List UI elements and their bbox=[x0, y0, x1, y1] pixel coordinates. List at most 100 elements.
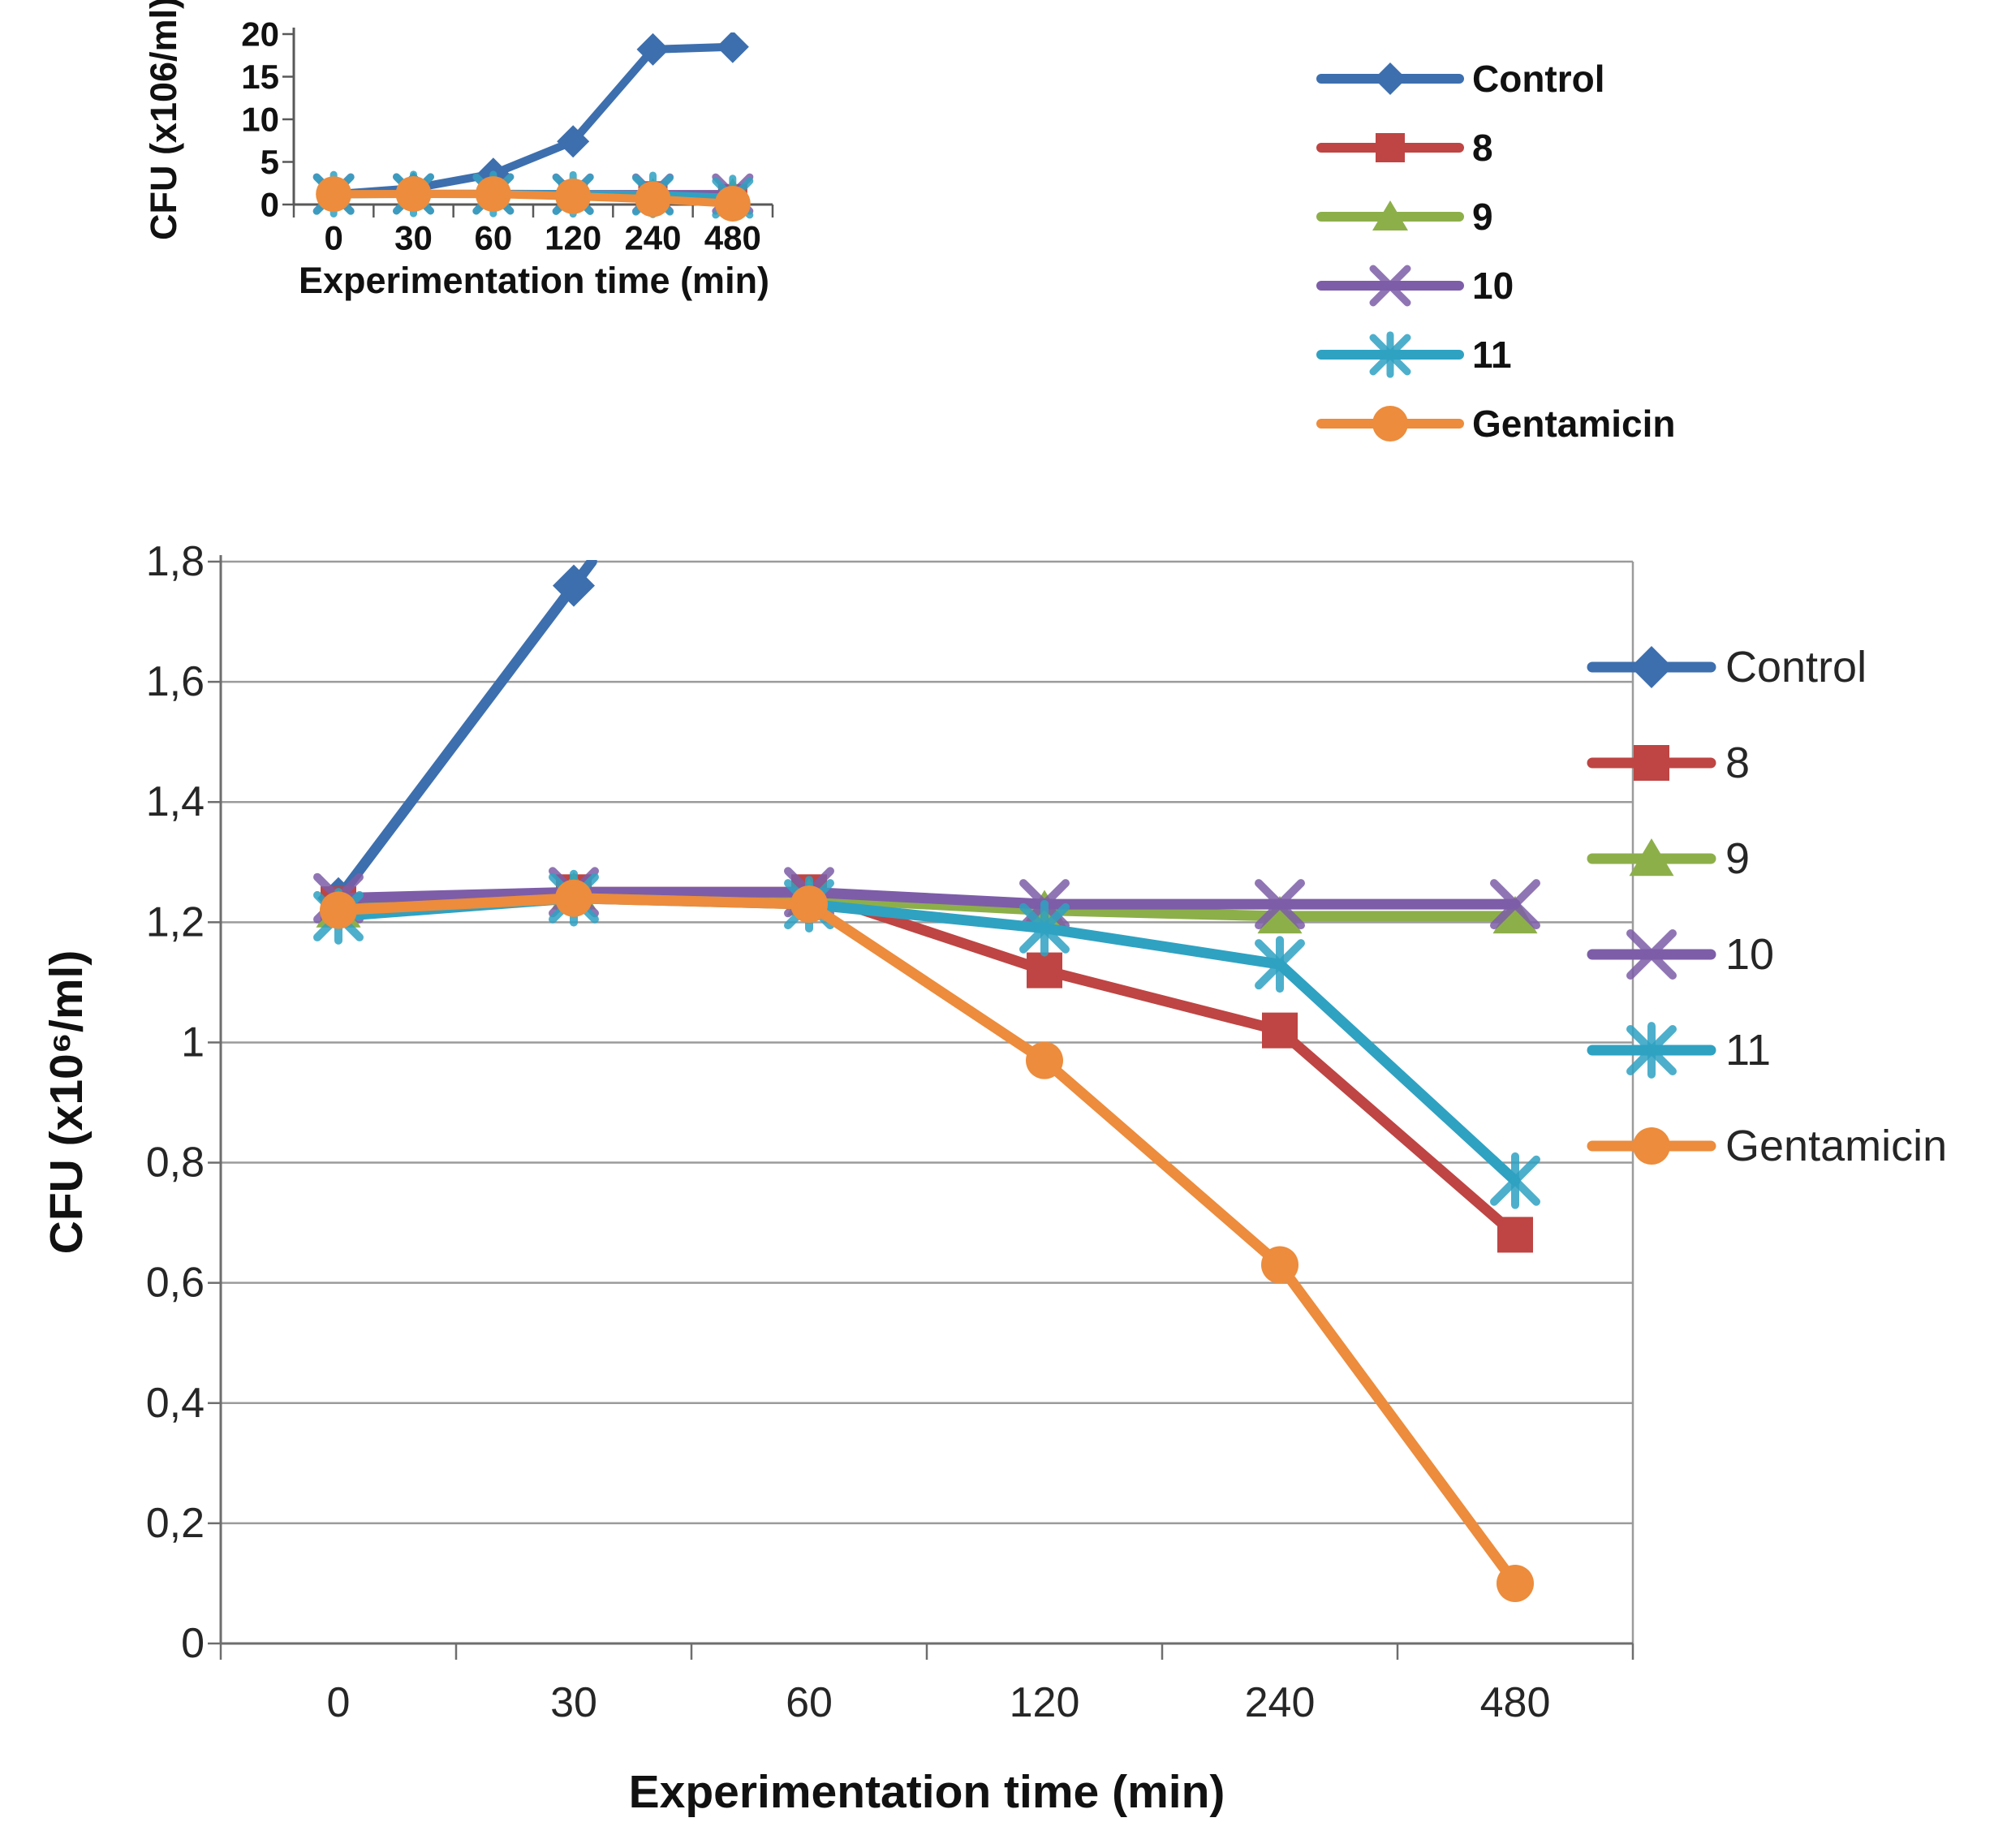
y-tick-label: 0 bbox=[181, 1620, 205, 1667]
legend-label: Gentamicin bbox=[1725, 1122, 1947, 1170]
legend-label: 11 bbox=[1472, 334, 1512, 376]
legend-label: 9 bbox=[1725, 834, 1750, 883]
x-tick-label: 240 bbox=[1245, 1679, 1316, 1726]
circle-marker bbox=[1372, 406, 1408, 442]
y-tick-label: 1,4 bbox=[146, 778, 205, 825]
legend-entry-9: 9 bbox=[1587, 834, 1750, 883]
x-marker bbox=[1490, 879, 1540, 930]
x-tick-label: 60 bbox=[474, 219, 512, 257]
circle-marker bbox=[555, 879, 592, 917]
legend-entry-10: 10 bbox=[1587, 929, 1774, 980]
legend-entry-8: 8 bbox=[1316, 127, 1493, 169]
circle-marker bbox=[790, 885, 828, 924]
legend-label: Control bbox=[1472, 58, 1605, 100]
series-control bbox=[317, 560, 597, 920]
legend-entry-10: 10 bbox=[1316, 265, 1514, 307]
circle-marker bbox=[1633, 1127, 1670, 1165]
series-11 bbox=[313, 869, 1540, 1209]
x-tick-label: 30 bbox=[394, 219, 433, 257]
legend-label: 8 bbox=[1472, 127, 1493, 169]
y-tick-label: 1,2 bbox=[146, 898, 205, 946]
legend-entry-control: Control bbox=[1316, 58, 1605, 100]
legend-label: 8 bbox=[1725, 739, 1750, 787]
diamond-marker bbox=[557, 125, 590, 158]
circle-marker bbox=[1026, 1041, 1063, 1079]
x-tick-label: 120 bbox=[545, 219, 601, 257]
series-line bbox=[333, 893, 1521, 1187]
x-tick-label: 30 bbox=[550, 1679, 597, 1726]
y-tick-label: 1,6 bbox=[146, 658, 205, 705]
square-marker bbox=[1262, 1012, 1298, 1049]
bottom-chart-y-axis-title: CFU (x10⁶/ml) bbox=[41, 950, 93, 1255]
diamond-marker bbox=[1374, 62, 1406, 95]
asterisk-marker bbox=[1626, 1022, 1677, 1079]
x-marker bbox=[1369, 265, 1411, 307]
bottom-chart-x-axis-title: Experimentation time (min) bbox=[628, 1766, 1225, 1818]
legend-entry-control: Control bbox=[1587, 643, 1867, 691]
diamond-marker bbox=[553, 564, 595, 607]
triangle-marker bbox=[1492, 895, 1538, 934]
asterisk-marker bbox=[1490, 1152, 1540, 1209]
square-marker bbox=[1634, 745, 1669, 781]
asterisk-marker bbox=[1255, 936, 1305, 993]
legend-entry-9: 9 bbox=[1316, 196, 1493, 238]
circle-marker bbox=[555, 178, 592, 214]
series-gentamicin bbox=[320, 879, 1534, 1602]
x-tick-label: 0 bbox=[324, 219, 342, 257]
circle-marker bbox=[1497, 1564, 1534, 1602]
circle-marker bbox=[475, 176, 511, 213]
series-line bbox=[333, 886, 1521, 910]
legend-label: 10 bbox=[1725, 930, 1774, 979]
circle-marker bbox=[1261, 1246, 1298, 1284]
diamond-marker bbox=[716, 32, 749, 63]
top-chart-y-axis-title: CFU (x106/ml) bbox=[143, 0, 184, 241]
legend-entry-11: 11 bbox=[1316, 331, 1512, 378]
diamond-marker bbox=[636, 32, 670, 66]
legend-label: 10 bbox=[1472, 265, 1514, 307]
series-8 bbox=[321, 874, 1533, 1253]
series-line bbox=[333, 893, 1521, 1589]
x-tick-label: 120 bbox=[1010, 1679, 1080, 1726]
square-marker bbox=[1497, 1217, 1533, 1253]
legend-entry-gentamicin: Gentamicin bbox=[1587, 1122, 1947, 1170]
top-chart-x-axis-title: Experimentation time (min) bbox=[298, 260, 770, 301]
legend-label: Control bbox=[1725, 643, 1867, 691]
y-tick-label: 0,4 bbox=[146, 1380, 205, 1427]
legend-entry-8: 8 bbox=[1587, 739, 1750, 787]
y-tick-label: 1,8 bbox=[146, 538, 205, 585]
series-gentamicin bbox=[316, 175, 751, 222]
x-tick-label: 0 bbox=[327, 1679, 351, 1726]
y-tick-label: 10 bbox=[241, 101, 279, 139]
y-tick-label: 0,8 bbox=[146, 1139, 205, 1187]
square-marker bbox=[1027, 952, 1062, 989]
y-tick-label: 1 bbox=[181, 1019, 205, 1066]
circle-marker bbox=[714, 185, 751, 222]
x-tick-label: 60 bbox=[786, 1679, 833, 1726]
triangle-marker bbox=[1372, 200, 1408, 230]
series-line bbox=[333, 560, 597, 904]
y-tick-label: 20 bbox=[241, 15, 279, 54]
legend-label: 11 bbox=[1725, 1026, 1771, 1075]
x-marker bbox=[1255, 879, 1305, 930]
circle-marker bbox=[635, 181, 671, 218]
triangle-marker bbox=[1257, 895, 1303, 934]
circle-marker bbox=[316, 176, 352, 213]
circle-marker bbox=[320, 891, 357, 929]
legend-label: Gentamicin bbox=[1472, 403, 1676, 445]
circle-marker bbox=[395, 175, 432, 212]
series-line bbox=[333, 886, 1521, 1240]
x-tick-label: 240 bbox=[624, 219, 681, 257]
legend-entry-gentamicin: Gentamicin bbox=[1316, 403, 1676, 445]
x-marker bbox=[1626, 929, 1677, 980]
y-tick-label: 0 bbox=[261, 186, 279, 224]
y-tick-label: 0,6 bbox=[146, 1260, 205, 1307]
square-marker bbox=[1376, 133, 1405, 162]
asterisk-marker bbox=[1019, 899, 1070, 957]
legend-label: 9 bbox=[1472, 196, 1493, 238]
x-tick-label: 480 bbox=[704, 219, 761, 257]
triangle-marker bbox=[1629, 838, 1674, 877]
asterisk-marker bbox=[1369, 331, 1411, 378]
